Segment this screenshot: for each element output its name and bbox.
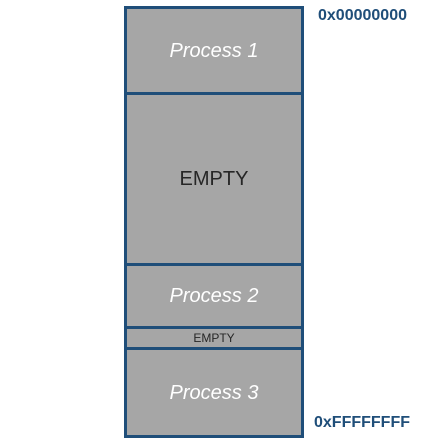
memory-column: Process 1 EMPTY Process 2 EMPTY Process …: [124, 6, 304, 438]
address-start-label: 0x00000000: [318, 7, 407, 24]
segment-process-3: Process 3: [127, 350, 301, 435]
segment-label-empty-small: EMPTY: [193, 331, 235, 345]
segment-empty-small: EMPTY: [127, 329, 301, 347]
segment-label-empty-large: EMPTY: [179, 168, 249, 190]
segment-empty-large: EMPTY: [127, 95, 301, 263]
segment-process-1: Process 1: [127, 9, 301, 92]
segment-label-process-3: Process 3: [169, 381, 259, 404]
segment-label-process-2: Process 2: [169, 285, 259, 307]
address-end-label: 0xFFFFFFFF: [314, 414, 410, 431]
segment-process-2: Process 2: [127, 266, 301, 326]
segment-label-process-1: Process 1: [169, 39, 259, 62]
